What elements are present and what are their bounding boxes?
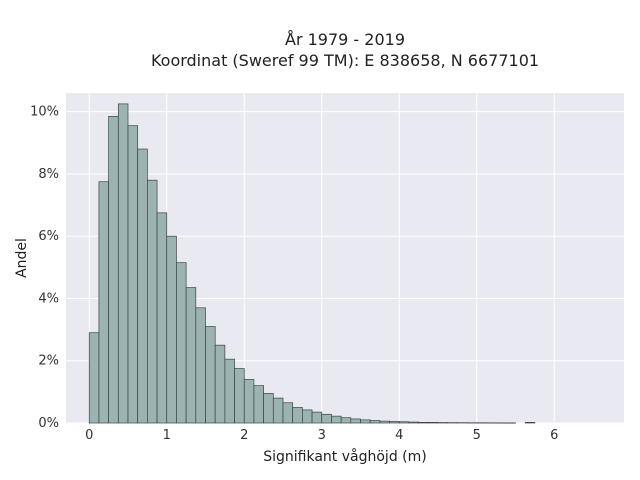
histogram-bar xyxy=(321,413,332,424)
histogram-bar xyxy=(137,148,148,424)
histogram-bar xyxy=(272,397,284,424)
histogram-bar xyxy=(340,417,352,424)
histogram-bar xyxy=(98,181,109,424)
y-tick-label: 4% xyxy=(38,291,59,306)
histogram-bar xyxy=(176,262,187,424)
histogram-bar xyxy=(398,421,410,424)
y-tick-label: 10% xyxy=(30,105,59,120)
histogram-bar xyxy=(205,326,216,424)
histogram-bar xyxy=(234,368,245,424)
x-tick-label: 6 xyxy=(550,428,558,443)
y-axis-label: Andel xyxy=(14,238,30,278)
histogram-bar xyxy=(292,407,303,424)
y-tick-label: 8% xyxy=(38,167,59,182)
histogram-bar xyxy=(331,415,342,424)
histogram-bar xyxy=(408,421,419,424)
y-tick-label: 6% xyxy=(38,229,59,244)
x-tick-label: 0 xyxy=(85,428,93,443)
histogram-bar xyxy=(185,287,197,424)
x-tick-label: 4 xyxy=(395,428,403,443)
y-tick-label: 2% xyxy=(38,354,59,369)
x-tick-label: 1 xyxy=(163,428,171,443)
bars xyxy=(88,103,536,424)
histogram-bar xyxy=(282,402,294,424)
x-tick-label: 5 xyxy=(473,428,481,443)
histogram-bar xyxy=(214,344,226,424)
histogram-bar xyxy=(117,103,129,424)
histogram-bar xyxy=(243,379,255,424)
histogram-bar xyxy=(418,422,429,424)
histogram-bar xyxy=(127,125,139,424)
x-tick-label: 2 xyxy=(240,428,248,443)
histogram-bar xyxy=(350,418,361,424)
histogram-bar xyxy=(379,420,390,424)
chart-title-line-1: År 1979 - 2019 xyxy=(285,30,405,49)
x-axis-label: Signifikant våghöjd (m) xyxy=(263,448,426,465)
histogram-bar xyxy=(311,411,323,424)
histogram-bar xyxy=(389,421,400,424)
histogram-bar xyxy=(253,385,264,424)
y-tick-label: 0% xyxy=(38,416,59,431)
x-tick-label: 3 xyxy=(318,428,326,443)
chart-title-line-2: Koordinat (Sweref 99 TM): E 838658, N 66… xyxy=(151,51,539,70)
histogram-bar xyxy=(147,179,158,424)
histogram-bar xyxy=(195,307,206,424)
histogram-bar xyxy=(263,393,274,424)
tick-labels: 0 1 2 3 4 5 6 0% 2% 4% 6% 8% 10% xyxy=(30,105,558,443)
histogram-bar xyxy=(88,332,100,424)
histogram-bar xyxy=(108,115,119,424)
histogram-bar xyxy=(224,358,235,424)
histogram-bar xyxy=(360,419,371,424)
histogram-bar xyxy=(524,422,536,424)
histogram-bar xyxy=(166,235,177,424)
histogram-bar xyxy=(427,422,439,424)
histogram-bar xyxy=(302,409,313,424)
histogram-bar xyxy=(369,420,381,424)
histogram-bar xyxy=(156,212,168,424)
